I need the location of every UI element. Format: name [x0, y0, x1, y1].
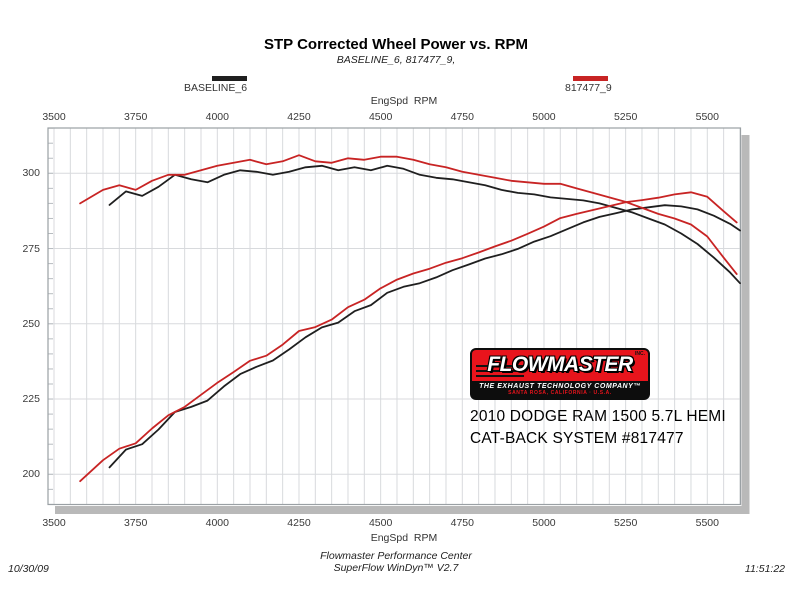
chart-title: STP Corrected Wheel Power vs. RPM — [264, 36, 528, 53]
footer-time: 11:51:22 — [744, 563, 785, 575]
x-axis-label-top: EngSpd RPM — [370, 95, 438, 107]
tick-label: 275 — [22, 242, 40, 255]
logo-location: SANTA ROSA, CALIFORNIA · U.S.A. — [508, 390, 612, 396]
tick-label: 4250 — [287, 111, 311, 123]
chart-subtitle: BASELINE_6, 817477_9, — [336, 54, 456, 66]
tick-label: 225 — [22, 393, 40, 406]
tick-label: 4750 — [450, 517, 474, 529]
flowmaster-logo: FLOWMASTER INC. THE EXHAUST TECHNOLOGY C… — [470, 348, 650, 400]
legend-swatch-baseline — [212, 76, 247, 81]
tick-label: 250 — [22, 317, 40, 330]
tick-label: 3500 — [42, 111, 66, 123]
tick-label: 4000 — [205, 517, 229, 529]
tick-label: 5000 — [532, 111, 556, 123]
tick-label: 4500 — [368, 517, 393, 529]
tick-label: 5500 — [695, 517, 719, 529]
logo-black-band: THE EXHAUST TECHNOLOGY COMPANY™ SANTA RO… — [472, 381, 648, 398]
tick-label: 4250 — [287, 517, 311, 529]
tick-label: 200 — [22, 468, 40, 481]
logo-tagline: THE EXHAUST TECHNOLOGY COMPANY™ — [479, 383, 641, 390]
logo-inc-text: INC. — [635, 351, 645, 357]
tick-label: 3750 — [123, 517, 148, 529]
footer-facility: Flowmaster Performance Center — [320, 550, 472, 562]
tick-label: 4750 — [450, 111, 474, 123]
tick-label: 3500 — [42, 517, 66, 529]
vehicle-line1: 2010 DODGE RAM 1500 5.7L HEMI — [470, 408, 726, 425]
legend-label-817477: 817477_9 — [565, 82, 612, 94]
logo-speed-stripes-icon — [476, 365, 524, 378]
logo-red-band: FLOWMASTER INC. — [472, 350, 648, 381]
tick-label: 5250 — [613, 517, 638, 529]
tick-label: 300 — [22, 167, 40, 180]
tick-label: 4000 — [205, 111, 229, 123]
tick-label: 4500 — [368, 111, 393, 123]
tick-label: 5250 — [613, 111, 638, 123]
flowmaster-wordmark: FLOWMASTER — [487, 353, 633, 376]
vehicle-line2: CAT-BACK SYSTEM #817477 — [470, 430, 684, 447]
x-axis-label-bottom: EngSpd RPM — [370, 532, 438, 544]
footer-date: 10/30/09 — [8, 563, 49, 575]
legend-label-baseline: BASELINE_6 — [184, 82, 248, 94]
tick-label: 5500 — [695, 111, 719, 123]
tick-label: 3750 — [123, 111, 148, 123]
legend-swatch-817477 — [573, 76, 608, 81]
tick-label: 5000 — [532, 517, 556, 529]
footer-software: SuperFlow WinDyn™ V2.7 — [333, 562, 459, 574]
